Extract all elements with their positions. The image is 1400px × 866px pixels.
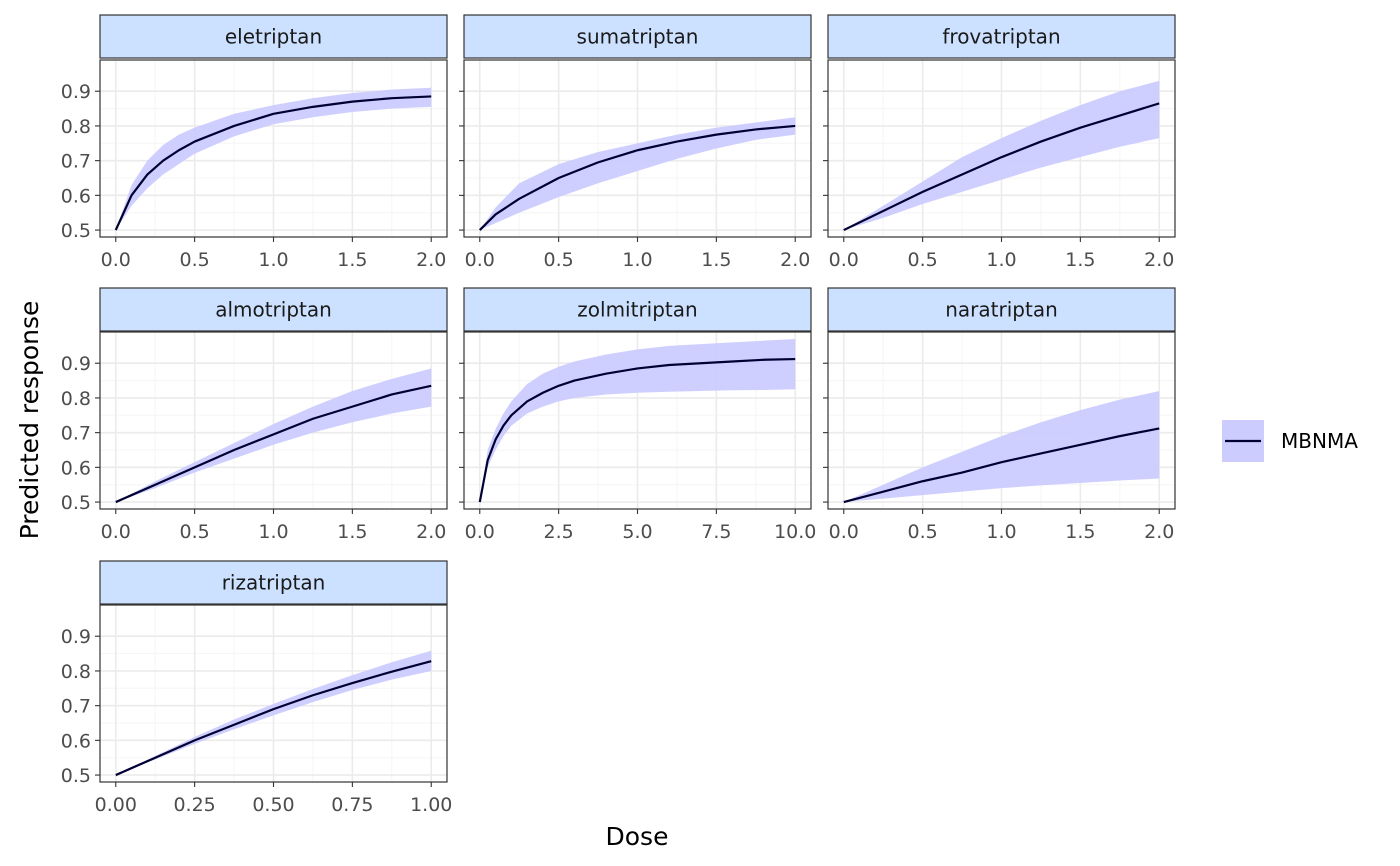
x-tick-label: 0.5 bbox=[180, 249, 210, 271]
strip-label-eletriptan: eletriptan bbox=[225, 25, 322, 49]
x-tick-label: 1.5 bbox=[701, 249, 731, 271]
panel-sumatriptan: sumatriptan 0.0 0.5 1.0 1.5 2.0 bbox=[459, 14, 812, 271]
strip-label-rizatriptan: rizatriptan bbox=[222, 571, 326, 595]
panel-zolmitriptan: zolmitriptan 0.0 2.5 5.0 7.5 10.0 bbox=[459, 287, 816, 543]
x-tick-label: 10.0 bbox=[774, 521, 816, 543]
x-tick-label: 1.0 bbox=[258, 521, 288, 543]
x-tick-label: 2.5 bbox=[544, 521, 574, 543]
y-tick-label: 0.6 bbox=[61, 457, 91, 479]
x-tick-label: 0.0 bbox=[465, 521, 495, 543]
strip-eletriptan bbox=[99, 14, 448, 59]
x-tick-label: 1.5 bbox=[337, 249, 367, 271]
panels-layer: eletriptan 0.5 0.6 0.7 0.8 0.9 0.0 0.5 1.0 1.5 2.0… bbox=[61, 14, 1176, 816]
y-tick-label: 0.7 bbox=[61, 423, 91, 445]
strip-label-frovatriptan: frovatriptan bbox=[942, 25, 1060, 49]
x-tick-label: 0.0 bbox=[465, 249, 495, 271]
y-tick-label: 0.9 bbox=[61, 353, 91, 375]
strip-label-almotriptan: almotriptan bbox=[215, 298, 332, 322]
credible-interval-ribbon-eletriptan bbox=[115, 87, 432, 231]
x-tick-label: 0.0 bbox=[101, 249, 131, 271]
y-tick-label: 0.6 bbox=[61, 730, 91, 752]
y-tick-label: 0.9 bbox=[61, 626, 91, 648]
panel-eletriptan: eletriptan 0.5 0.6 0.7 0.8 0.9 0.0 0.5 1.0 1.5 2.0 bbox=[61, 14, 448, 271]
x-tick-label: 7.5 bbox=[701, 521, 731, 543]
x-tick-label: 0.5 bbox=[544, 249, 574, 271]
x-tick-label: 2.0 bbox=[416, 521, 446, 543]
credible-interval-ribbon-zolmitriptan bbox=[479, 338, 796, 503]
x-tick-label: 0.50 bbox=[252, 794, 294, 816]
strip-zolmitriptan bbox=[463, 287, 812, 332]
panel-rizatriptan: rizatriptan 0.5 0.6 0.7 0.8 0.9 0.00 0.25 0.50 0.… bbox=[61, 560, 452, 816]
x-tick-label: 2.0 bbox=[416, 249, 446, 271]
y-tick-label: 0.9 bbox=[61, 81, 91, 103]
x-tick-label: 1.00 bbox=[410, 794, 452, 816]
y-tick-label: 0.8 bbox=[61, 388, 91, 410]
mbnma-line-eletriptan bbox=[114, 95, 432, 231]
y-tick-label: 0.8 bbox=[61, 661, 91, 683]
x-tick-label: 0.25 bbox=[173, 794, 215, 816]
x-tick-label: 0.5 bbox=[180, 521, 210, 543]
credible-interval-ribbon-naratriptan bbox=[843, 391, 1160, 503]
x-tick-label: 0.00 bbox=[95, 794, 137, 816]
mbnma-line-almotriptan bbox=[115, 384, 432, 504]
x-tick-label: 0.0 bbox=[101, 521, 131, 543]
y-tick-label: 0.7 bbox=[61, 696, 91, 718]
strip-sumatriptan bbox=[463, 14, 812, 59]
x-tick-label: 1.0 bbox=[986, 521, 1016, 543]
x-tick-label: 2.0 bbox=[1144, 249, 1174, 271]
strip-frovatriptan bbox=[827, 14, 1176, 59]
credible-interval-ribbon-rizatriptan bbox=[115, 650, 432, 776]
strip-almotriptan bbox=[99, 287, 448, 332]
x-tick-label: 0.75 bbox=[331, 794, 373, 816]
x-tick-label: 1.0 bbox=[986, 249, 1016, 271]
y-tick-label: 0.5 bbox=[61, 492, 91, 514]
strip-rizatriptan bbox=[99, 560, 448, 605]
y-tick-label: 0.5 bbox=[61, 765, 91, 787]
strip-label-zolmitriptan: zolmitriptan bbox=[577, 298, 697, 322]
x-tick-label: 0.5 bbox=[908, 521, 938, 543]
x-tick-label: 1.5 bbox=[337, 521, 367, 543]
mbnma-line-naratriptan bbox=[843, 427, 1160, 504]
legend: MBNMA bbox=[1222, 420, 1358, 462]
y-tick-label: 0.6 bbox=[61, 185, 91, 207]
x-tick-label: 0.0 bbox=[829, 521, 859, 543]
y-tick-label: 0.5 bbox=[61, 220, 91, 242]
strip-label-sumatriptan: sumatriptan bbox=[577, 25, 699, 49]
y-axis-title: Predicted response bbox=[15, 301, 44, 540]
mbnma-line-sumatriptan bbox=[478, 124, 796, 231]
panel-frovatriptan: frovatriptan 0.0 0.5 1.0 1.5 2.0 bbox=[823, 14, 1176, 271]
panel-almotriptan: almotriptan 0.5 0.6 0.7 0.8 0.9 0.0 0.5 1.0 1.5 2.… bbox=[61, 287, 448, 543]
x-tick-label: 1.0 bbox=[622, 249, 652, 271]
legend-label-mbnma: MBNMA bbox=[1281, 429, 1358, 453]
x-tick-label: 1.5 bbox=[1065, 249, 1095, 271]
y-tick-label: 0.7 bbox=[61, 151, 91, 173]
x-tick-label: 1.0 bbox=[258, 249, 288, 271]
strip-label-naratriptan: naratriptan bbox=[945, 298, 1058, 322]
x-tick-label: 1.5 bbox=[1065, 521, 1095, 543]
x-tick-label: 5.0 bbox=[622, 521, 652, 543]
x-tick-label: 2.0 bbox=[780, 249, 810, 271]
mbnma-line-frovatriptan bbox=[843, 102, 1160, 232]
y-tick-label: 0.8 bbox=[61, 116, 91, 138]
mbnma-line-rizatriptan bbox=[115, 660, 432, 777]
x-tick-label: 2.0 bbox=[1144, 521, 1174, 543]
x-tick-label: 0.0 bbox=[829, 249, 859, 271]
strip-naratriptan bbox=[827, 287, 1176, 332]
credible-interval-ribbon-sumatriptan bbox=[479, 117, 796, 231]
mbnma-line-zolmitriptan bbox=[478, 357, 796, 503]
panel-naratriptan: naratriptan 0.0 0.5 1.0 1.5 2.0 bbox=[823, 287, 1176, 543]
x-axis-title: Dose bbox=[606, 822, 669, 851]
x-tick-label: 0.5 bbox=[908, 249, 938, 271]
